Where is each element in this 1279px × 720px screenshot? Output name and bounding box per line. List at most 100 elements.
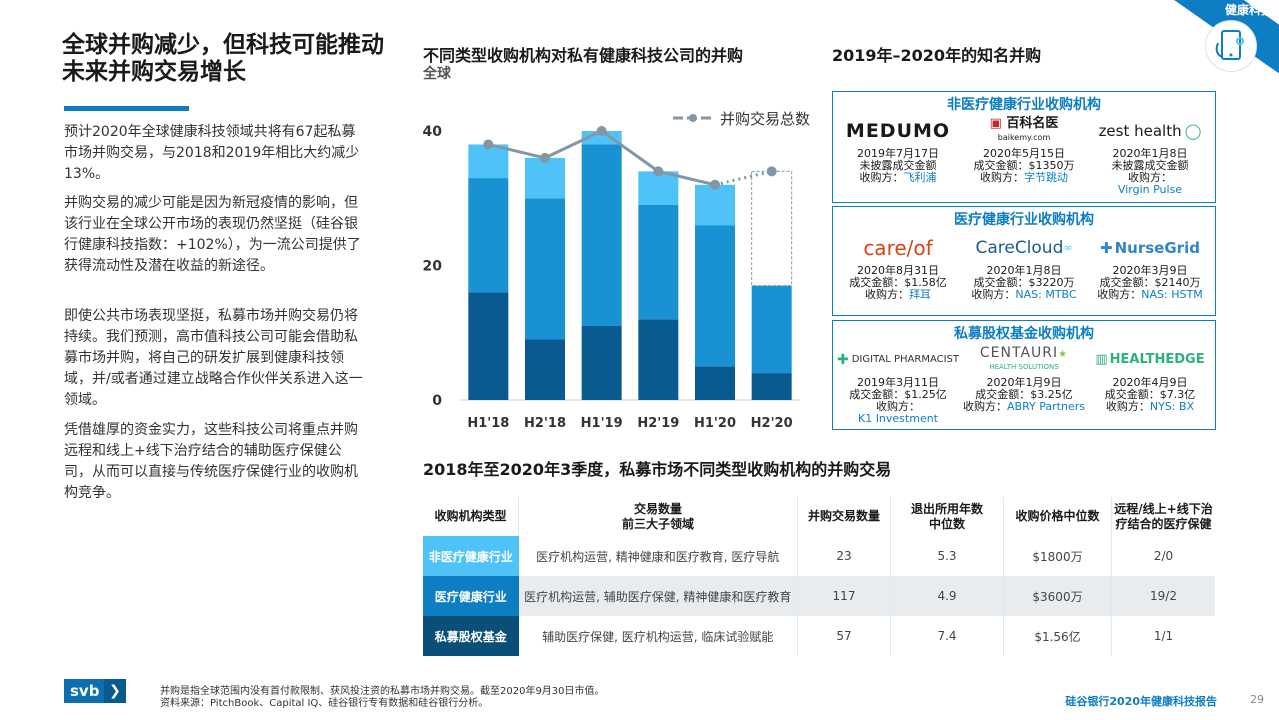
carecloud-logo: CareCloud ∞ xyxy=(975,238,1073,258)
acquirer-name: 拜耳 xyxy=(909,288,931,301)
deals-title: 2019年–2020年的知名并购 xyxy=(832,46,1042,65)
nursegrid-logo: ✚ NurseGrid xyxy=(1100,239,1200,257)
careof-logo: care/of xyxy=(863,236,933,260)
chart-title: 不同类型收购机构对私有健康科技公司的并购 xyxy=(423,46,744,65)
acquirer-label: 收购方： xyxy=(859,171,904,184)
acquirer-label: 收购方： xyxy=(963,400,1008,413)
y-tick-label: 40 xyxy=(423,124,443,140)
row-years: 5.3 xyxy=(890,536,1004,576)
y-tick-label: 0 xyxy=(432,393,442,409)
deal-group-title: 医疗健康行业收购机构 xyxy=(954,212,1094,228)
x-tick-label: H1'20 xyxy=(694,416,736,431)
speech-bubble-icon: ◯ xyxy=(1184,122,1202,140)
grid-cross-icon: ✚ xyxy=(1100,239,1113,257)
healthedge-h-icon: ▥ xyxy=(1095,352,1108,367)
table-header: 退出所用年数 中位数 xyxy=(890,497,1004,536)
tablet-stethoscope-icon xyxy=(1205,20,1257,72)
svb-logo: svb ❯ xyxy=(64,679,126,703)
legend-marker xyxy=(689,114,697,122)
bar-segment xyxy=(695,225,735,367)
deal-date: 2020年5月15日 xyxy=(983,147,1065,160)
deal-card: zest health ◯ 2020年1月8日 未披露成交金额 收购方： Virg… xyxy=(1087,116,1213,196)
deal-date: 2020年3月9日 xyxy=(1112,264,1188,277)
bar-segment xyxy=(525,339,565,400)
molecule-icon: ∞ xyxy=(1063,241,1073,254)
bar-segment xyxy=(638,204,679,320)
bar-segment xyxy=(468,292,509,400)
baikemy-logo: ▣ 百科名医 baikemy.com xyxy=(989,116,1059,143)
row-count: 57 xyxy=(797,616,891,656)
row-type: 医疗健康行业 xyxy=(423,576,519,616)
deal-date: 2019年7月17日 xyxy=(857,147,939,160)
total-deals-point xyxy=(596,126,607,136)
acquirer-name: NAS: HSTM xyxy=(1141,288,1203,301)
deal-card: MEDUMO 2019年7月17日 未披露成交金额 收购方：飞利浦 xyxy=(835,116,961,184)
bar-segment xyxy=(638,171,679,205)
row-fields: 辅助医疗保健, 医疗机构运营, 临床试验赋能 xyxy=(518,616,798,656)
deal-card: ▥ HEALTHEDGE 2020年4月9日 成交金额：$7.3亿 收购方：NYS… xyxy=(1087,345,1213,413)
bar-segment xyxy=(638,319,679,400)
row-count: 117 xyxy=(797,576,891,616)
paragraph-4: 凭借雄厚的资金实力，这些科技公司将重点并购远程和线上+线下治疗结合的辅助医疗保健… xyxy=(64,422,358,501)
total-deals-projected-line xyxy=(714,169,773,187)
total-deals-point xyxy=(540,152,550,163)
row-fields: 医疗机构运营, 辅助医疗保健, 精神健康和医疗教育 xyxy=(518,576,798,616)
deal-card: CENTAURI★ HEALTH SOLUTIONS 2020年1月9日 成交金… xyxy=(961,345,1087,413)
row-type: 非医疗健康行业 xyxy=(423,536,519,576)
table-title: 2018年至2020年3季度，私募市场不同类型收购机构的并购交易 xyxy=(423,460,892,479)
acquirer-type-table: 收购机构类型 交易数量 前三大子领域 并购交易数量 退出所用年数 中位数 收购价… xyxy=(423,497,1215,656)
deal-amount: 未披露成交金额 xyxy=(859,159,937,172)
row-type: 私募股权基金 xyxy=(423,616,519,656)
deal-group-title: 非医疗健康行业收购机构 xyxy=(947,97,1101,113)
table-header: 并购交易数量 xyxy=(797,497,891,536)
legend-label: 并购交易总数 xyxy=(720,110,810,128)
y-tick-label: 20 xyxy=(423,259,443,275)
bar-segment xyxy=(581,326,622,400)
paragraph-3: 即使公共市场表现坚挺，私募市场并购交易仍将持续。我们预测，高市值科技公司可能会借… xyxy=(64,308,363,408)
baikemy-seal-icon: ▣ xyxy=(989,116,1002,131)
x-tick-label: H2'19 xyxy=(637,416,679,431)
bar-segment xyxy=(525,198,565,340)
ma-stacked-bar-chart: 0 20 40 H1'18 H2'18 H1'19 H2'19 H1'20 H2'20 并购交易总… xyxy=(423,110,811,431)
zest-health-logo: zest health ◯ xyxy=(1098,122,1202,140)
projected-bar-outline xyxy=(751,170,793,287)
table-header: 交易数量 前三大子领域 xyxy=(518,497,798,536)
row-fields: 医疗机构运营, 精神健康和医疗教育, 医疗导航 xyxy=(518,536,798,576)
section-tag: 健康科技 xyxy=(1224,3,1273,17)
acquirer-label: 收购方： xyxy=(876,400,920,413)
row-price: $3600万 xyxy=(1003,576,1112,616)
deal-card: CareCloud ∞ 2020年1月8日 成交金额：$3220万 收购方：NAS… xyxy=(961,233,1087,301)
bar-segment xyxy=(468,178,509,293)
total-deals-point xyxy=(710,179,720,190)
table-header: 收购机构类型 xyxy=(423,497,519,536)
chart-subtitle: 全球 xyxy=(423,66,451,82)
acquirer-name: 字节跳动 xyxy=(1024,171,1068,184)
bar-segment xyxy=(468,144,509,179)
acquirer-name: Virgin Pulse xyxy=(1117,183,1183,196)
deal-amount: 成交金额：$7.3亿 xyxy=(1104,388,1196,401)
digital-pharmacist-logo: ✚ DIGITAL PHARMACIST xyxy=(836,352,960,368)
report-name: 硅谷银行2020年健康科技报告 xyxy=(1065,695,1217,708)
chevron-right-icon: ❯ xyxy=(104,679,126,703)
page-number: 29 xyxy=(1250,693,1264,706)
total-deals-point xyxy=(653,166,664,177)
centauri-logo: CENTAURI★ HEALTH SOLUTIONS xyxy=(979,344,1069,371)
deal-card: ✚ NurseGrid 2020年3月9日 成交金额：$2140万 收购方：NAS… xyxy=(1087,233,1213,301)
paragraph-1: 预计2020年全球健康科技领域共将有67起私募市场并购交易，与2018和2019… xyxy=(64,124,360,182)
total-deals-point xyxy=(483,139,494,150)
page-title: 全球并购减少，但科技可能推动未来并购交易增长 xyxy=(62,32,384,85)
row-remote: 19/2 xyxy=(1111,576,1215,616)
deal-group-private-equity: 私募股权基金收购机构 ✚ DIGITAL PHARMACIST 2019年3月11… xyxy=(832,320,1216,430)
acquirer-name: ABRY Partners xyxy=(1007,400,1085,413)
bar-segment xyxy=(695,184,735,226)
row-price: $1.56亿 xyxy=(1003,616,1112,656)
acquirer-label: 收购方： xyxy=(865,288,909,301)
deal-card: ▣ 百科名医 baikemy.com 2020年5月15日 成交金额：$1350… xyxy=(961,116,1087,184)
table-row: 私募股权基金 辅助医疗保健, 医疗机构运营, 临床试验赋能 57 7.4 $1.… xyxy=(423,616,1215,656)
table-row: 非医疗健康行业 医疗机构运营, 精神健康和医疗教育, 医疗导航 23 5.3 $… xyxy=(423,536,1215,576)
bar-segment xyxy=(525,157,565,199)
table-row: 医疗健康行业 医疗机构运营, 辅助医疗保健, 精神健康和医疗教育 117 4.9… xyxy=(423,576,1215,616)
row-price: $1800万 xyxy=(1003,536,1112,576)
deal-date: 2019年3月11日 xyxy=(857,376,939,389)
table-header: 收购价格中位数 xyxy=(1003,497,1112,536)
